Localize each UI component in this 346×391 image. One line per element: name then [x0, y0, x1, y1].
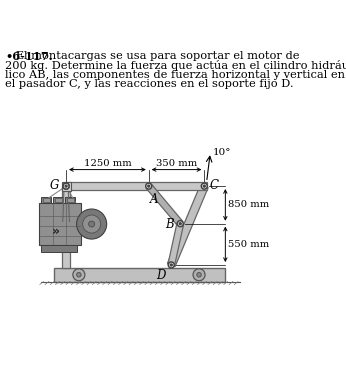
Circle shape — [177, 221, 183, 227]
Text: D: D — [156, 269, 165, 282]
Circle shape — [148, 185, 150, 187]
Text: 1250 mm: 1250 mm — [83, 159, 131, 168]
Text: 200 kg. Determine la fuerza que actúa en el cilindro hidráu-: 200 kg. Determine la fuerza que actúa en… — [5, 60, 346, 71]
Text: 550 mm: 550 mm — [228, 240, 269, 249]
Circle shape — [76, 209, 107, 239]
Circle shape — [179, 223, 181, 225]
Text: 10°: 10° — [212, 148, 231, 157]
Circle shape — [203, 185, 205, 187]
Circle shape — [146, 183, 152, 189]
Bar — [146, 184, 183, 226]
Circle shape — [76, 273, 81, 277]
Bar — [53, 197, 63, 203]
Bar — [55, 198, 62, 202]
Circle shape — [83, 215, 101, 233]
Circle shape — [170, 264, 172, 266]
Circle shape — [193, 269, 205, 281]
Circle shape — [201, 183, 207, 189]
Circle shape — [63, 183, 69, 189]
Bar — [54, 268, 225, 282]
Bar — [65, 197, 75, 203]
Circle shape — [63, 183, 69, 189]
Bar — [168, 223, 184, 266]
Text: G: G — [50, 179, 60, 192]
Text: 350 mm: 350 mm — [156, 159, 197, 168]
Bar — [39, 203, 81, 245]
Circle shape — [197, 273, 201, 277]
Text: el pasador C, y las reacciones en el soporte fijo D.: el pasador C, y las reacciones en el sop… — [5, 79, 294, 89]
Bar — [43, 198, 49, 202]
Text: B: B — [166, 218, 174, 231]
Circle shape — [65, 185, 67, 187]
Bar — [65, 182, 207, 190]
Text: 850 mm: 850 mm — [228, 201, 269, 210]
Bar — [41, 197, 51, 203]
Bar — [67, 198, 74, 202]
Circle shape — [73, 269, 85, 281]
Circle shape — [89, 221, 95, 227]
Text: lico AB, las componentes de fuerza horizontal y vertical en: lico AB, las componentes de fuerza horiz… — [5, 70, 345, 80]
Text: »: » — [52, 225, 60, 238]
Bar — [167, 185, 208, 267]
Bar — [62, 186, 70, 268]
Circle shape — [168, 262, 174, 268]
Bar — [40, 245, 76, 252]
Text: C: C — [210, 179, 219, 192]
Bar — [62, 181, 71, 191]
Text: A: A — [150, 193, 159, 206]
Text: El montacargas se usa para soportar el motor de: El montacargas se usa para soportar el m… — [5, 51, 300, 61]
Text: •6-117.: •6-117. — [5, 51, 53, 62]
